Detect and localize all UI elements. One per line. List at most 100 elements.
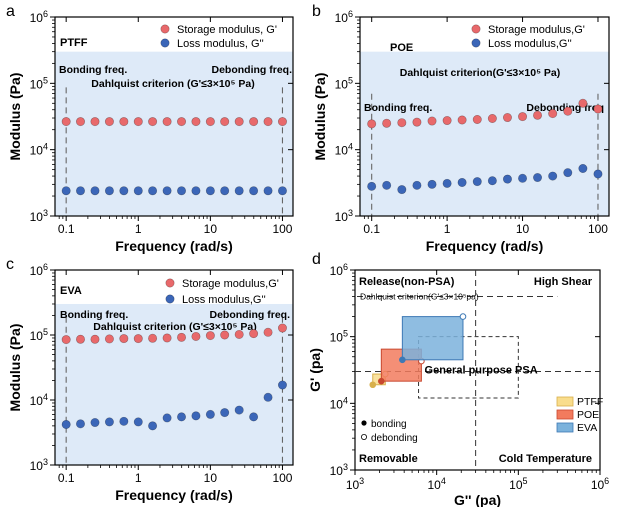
data-point [148, 333, 158, 343]
data-point [220, 186, 230, 196]
x-tick-label: 100 [588, 222, 608, 236]
x-tick-label: 106 [591, 476, 609, 492]
general-psa-box [418, 336, 519, 399]
data-point [263, 186, 273, 196]
legend-entry: Loss modulus,G'' [165, 294, 266, 306]
x-tick-label: 0.1 [58, 471, 75, 485]
sample-label: POE [390, 42, 413, 54]
legend-marker [160, 38, 170, 48]
data-point [90, 334, 100, 344]
debonding-freq-label: Debonding freq. [212, 64, 293, 76]
data-point [90, 117, 100, 127]
panel-b: b 0.1 1 10 100 103 104 105 106 Frequency (rad/s) M… [312, 3, 610, 254]
data-point [104, 117, 114, 127]
y-axis-label: G' (pa) [307, 348, 323, 392]
data-point [548, 109, 558, 119]
legend-marker [471, 38, 481, 48]
legend-entry: EVA [556, 422, 597, 434]
y-tick-label: 103 [335, 208, 353, 224]
data-point [104, 186, 114, 196]
data-point [277, 117, 287, 127]
legend-swatch [556, 396, 574, 407]
data-point [104, 334, 114, 344]
panel-letter: a [6, 3, 15, 20]
data-point [563, 106, 573, 116]
y-tick-label: 104 [335, 142, 353, 158]
sample-label: PTFF [60, 37, 88, 49]
y-tick-label: 104 [30, 392, 48, 408]
data-point [90, 418, 100, 428]
x-tick-label: 104 [427, 476, 445, 492]
y-tick-label: 105 [335, 75, 353, 91]
data-point [533, 173, 543, 183]
legend-entry: POE [556, 409, 599, 421]
data-point [277, 186, 287, 196]
legend-label: Loss modulus, G'' [177, 38, 264, 50]
y-tick-label: 105 [30, 327, 48, 343]
series-loss [61, 186, 287, 196]
series-storage [61, 323, 287, 345]
data-point [119, 416, 129, 426]
data-point [61, 335, 71, 345]
debonding-freq-label: Debonding freq. [210, 309, 291, 321]
plot-frame [359, 16, 610, 217]
data-point [205, 186, 215, 196]
quadrant-label-cold: Cold Temperature [499, 453, 592, 465]
data-point [119, 186, 129, 196]
plot-frame [54, 269, 294, 466]
y-tick-label: 106 [30, 9, 48, 25]
legend-bonding-label: bonding [371, 419, 407, 430]
panel-letter: d [312, 251, 321, 268]
dahlquist-label: Dahlquist criterion (G'≤3×10⁵ Pa) [91, 78, 254, 90]
bonding-freq-label: Bonding freq. [59, 64, 127, 76]
quadrant-label-release: Release(non-PSA) [359, 276, 455, 288]
legend-label: Storage modulus,G' [182, 278, 279, 290]
data-point [234, 329, 244, 339]
x-tick-label: 1 [444, 222, 451, 236]
series-loss [367, 164, 603, 195]
data-point [249, 412, 259, 422]
x-axis-label: Frequency (rad/s) [115, 238, 232, 254]
data-point [191, 411, 201, 421]
data-point [442, 116, 452, 126]
data-point [487, 114, 497, 124]
data-point [457, 177, 467, 187]
data-point [457, 115, 467, 125]
y-tick-label: 106 [335, 9, 353, 25]
data-point [249, 117, 259, 127]
x-tick-label: 0.1 [363, 222, 380, 236]
data-point [220, 117, 230, 127]
data-point [502, 174, 512, 184]
data-point [75, 186, 85, 196]
data-point [442, 178, 452, 188]
x-tick-label: 0.1 [58, 222, 75, 236]
y-axis-label: Modulus (Pa) [7, 73, 23, 161]
series-storage [367, 98, 603, 129]
data-point [533, 110, 543, 120]
panel-letter: b [312, 3, 321, 20]
series-loss [61, 380, 287, 431]
data-point [133, 117, 143, 127]
data-point [177, 117, 187, 127]
window-eva [399, 313, 467, 364]
panel-c: c 0.1 1 10 100 103 104 105 106 Frequency (rad/s) M… [6, 256, 294, 503]
data-point [119, 117, 129, 127]
bonding-freq-label: Bonding freq. [60, 309, 128, 321]
y-tick-label: 105 [330, 329, 348, 345]
debonding-point [459, 313, 467, 320]
data-point [205, 409, 215, 419]
legend-entry: Storage modulus,G' [165, 278, 279, 290]
data-point [427, 179, 437, 189]
legend-debonding-label: debonding [371, 433, 418, 444]
data-point [162, 333, 172, 343]
data-point [177, 412, 187, 422]
data-point [367, 119, 377, 129]
data-point [162, 413, 172, 423]
x-tick-label: 103 [346, 476, 364, 492]
legend-swatch [556, 409, 574, 420]
legend-swatch [556, 422, 574, 433]
data-point [263, 327, 273, 337]
legend-label: Storage modulus, G' [177, 24, 277, 36]
x-axis-label: Frequency (rad/s) [115, 487, 232, 503]
data-point [205, 117, 215, 127]
